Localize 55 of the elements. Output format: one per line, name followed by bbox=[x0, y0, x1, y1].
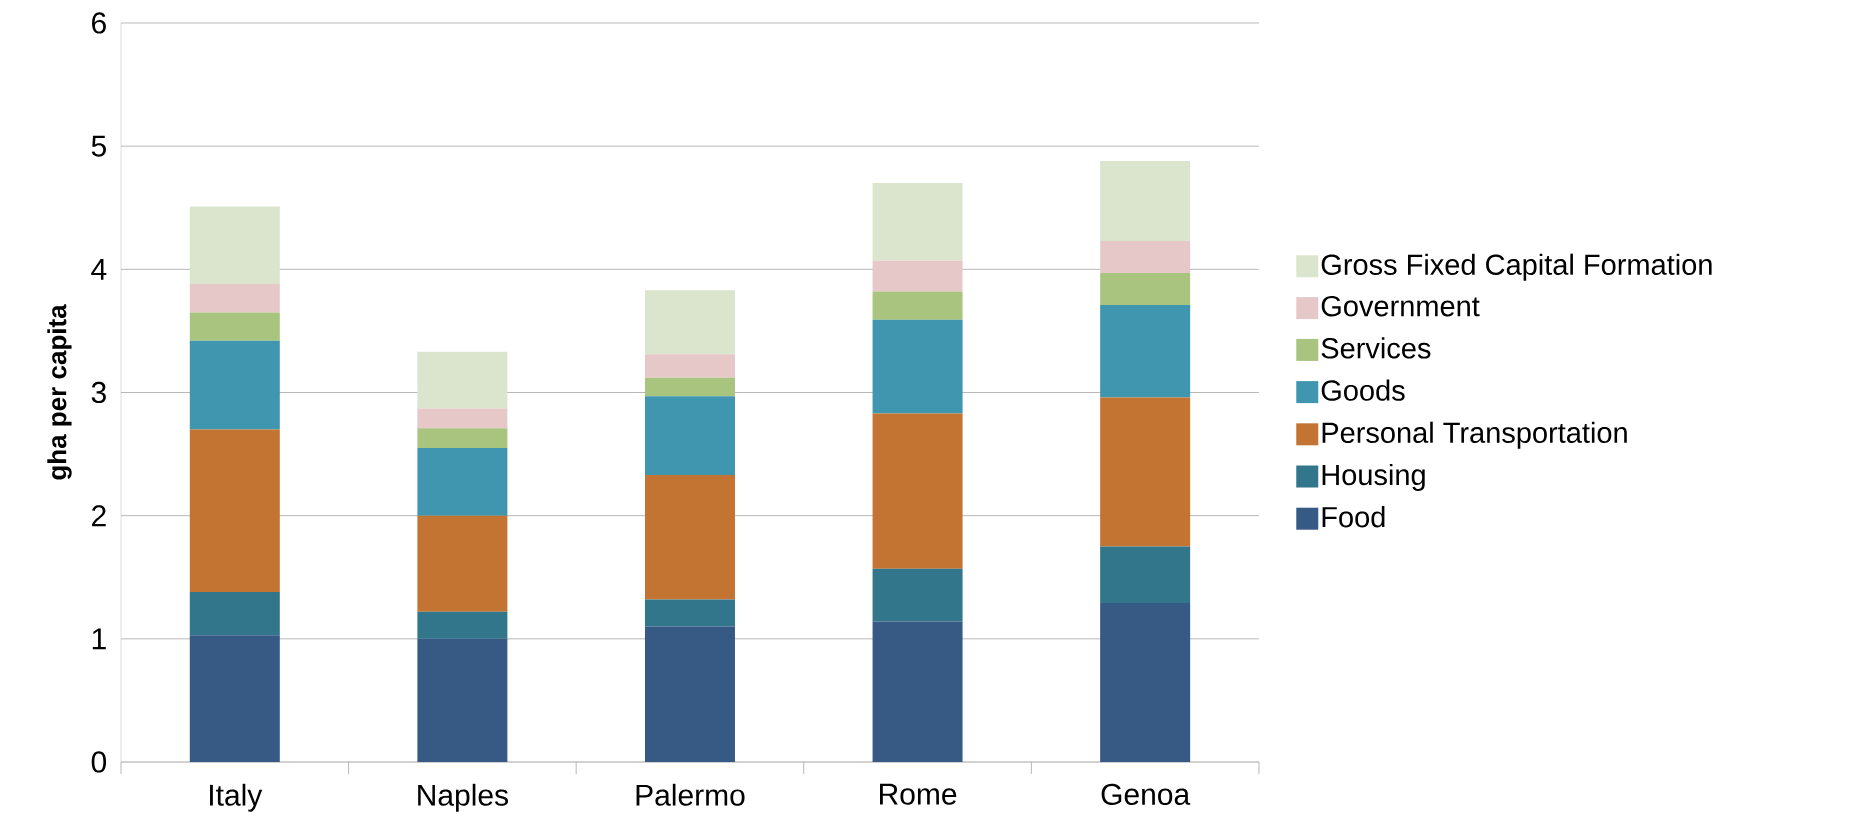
bar bbox=[644, 354, 735, 378]
bar bbox=[189, 312, 280, 341]
legend-label: Gross Fixed Capital Formation bbox=[1321, 253, 1712, 281]
bar bbox=[872, 260, 963, 292]
legend-label: Government bbox=[1321, 295, 1480, 317]
bar bbox=[189, 592, 280, 636]
bar bbox=[417, 638, 508, 762]
bar bbox=[872, 291, 963, 320]
bar bbox=[1100, 160, 1191, 241]
bar bbox=[417, 408, 508, 429]
x-tick-label: Palermo bbox=[636, 783, 745, 806]
legend-label: Housing bbox=[1322, 463, 1425, 491]
bar bbox=[1100, 397, 1191, 547]
bar bbox=[417, 351, 508, 409]
bar bbox=[872, 183, 963, 261]
legend-label: Goods bbox=[1321, 379, 1405, 401]
bar bbox=[1100, 305, 1191, 398]
bar bbox=[644, 626, 735, 762]
bar bbox=[417, 428, 508, 448]
x-tick-label: Naples bbox=[418, 783, 508, 812]
bar bbox=[872, 319, 963, 414]
legend-label: Food bbox=[1322, 506, 1385, 528]
x-tick-label: Genoa bbox=[1101, 783, 1191, 806]
bar bbox=[189, 284, 280, 313]
bar bbox=[644, 475, 735, 600]
bar bbox=[1100, 603, 1191, 762]
y-tick-label: 1 bbox=[92, 628, 106, 650]
bar bbox=[644, 599, 735, 627]
bar bbox=[1100, 546, 1191, 604]
bar bbox=[417, 447, 508, 516]
bar bbox=[872, 621, 963, 762]
y-tick-label: 5 bbox=[91, 135, 106, 157]
y-axis-title: gha per capita bbox=[47, 304, 72, 480]
bar bbox=[644, 377, 735, 397]
bar bbox=[1100, 241, 1191, 274]
bar bbox=[189, 635, 280, 762]
y-tick-label: 2 bbox=[92, 505, 106, 527]
y-tick-label: 0 bbox=[91, 751, 107, 773]
bar bbox=[644, 290, 735, 355]
bar bbox=[644, 396, 735, 476]
y-tick-label: 6 bbox=[92, 12, 106, 34]
bar bbox=[189, 206, 280, 285]
legend-label: Services bbox=[1321, 337, 1431, 359]
bar bbox=[872, 413, 963, 569]
bar bbox=[189, 429, 280, 593]
legend-label: Personal Transportation bbox=[1322, 421, 1627, 449]
y-tick-label: 3 bbox=[91, 381, 106, 404]
bar bbox=[872, 568, 963, 622]
bar bbox=[189, 340, 280, 430]
bar bbox=[417, 515, 508, 612]
y-tick-label: 4 bbox=[91, 259, 107, 280]
bar bbox=[1100, 273, 1191, 306]
bar bbox=[417, 611, 508, 639]
x-tick-label: Rome bbox=[880, 783, 957, 805]
x-tick-label: Italy bbox=[210, 783, 263, 812]
